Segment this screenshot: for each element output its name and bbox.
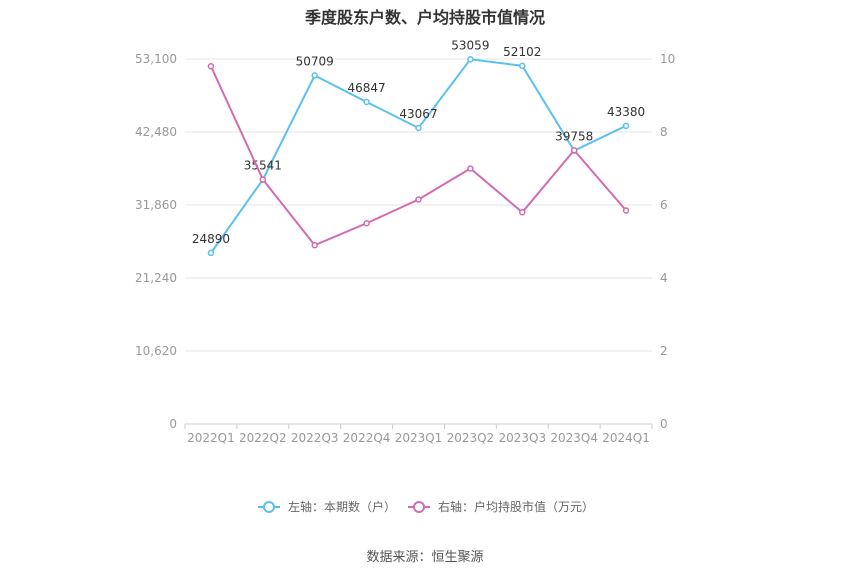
series-2-point <box>415 196 422 203</box>
series-2-point <box>519 209 526 216</box>
data-label: 35541 <box>244 159 282 173</box>
left-axis-tick-label: 0 <box>169 417 177 431</box>
legend-swatch-marker <box>413 501 425 513</box>
data-source: 数据来源：恒生聚源 <box>366 550 484 565</box>
series-line-2 <box>210 65 627 247</box>
series-1-point <box>467 56 474 63</box>
series-2-point <box>467 165 474 172</box>
x-axis-tick-label: 2022Q3 <box>291 431 339 445</box>
x-axis-tick-label: 2022Q4 <box>343 431 391 445</box>
series-2-point <box>207 63 215 70</box>
x-axis-tick-label: 2022Q1 <box>187 431 235 445</box>
data-label: 43380 <box>607 105 645 119</box>
data-label: 53059 <box>451 38 489 52</box>
x-axis-tick-label: 2023Q4 <box>550 431 598 445</box>
left-axis-tick-label: 10,620 <box>135 344 177 358</box>
series-2-point <box>570 147 578 154</box>
x-axis-tick-label: 2024Q1 <box>602 431 650 445</box>
legend-swatch-marker <box>263 501 275 513</box>
series-1-point <box>207 249 215 257</box>
x-axis-tick-label: 2023Q1 <box>395 431 443 445</box>
right-axis-tick-label: 8 <box>660 125 668 139</box>
x-axis-tick-label: 2022Q2 <box>239 431 287 445</box>
data-label: 24890 <box>192 232 230 246</box>
series-2-point <box>622 207 630 214</box>
left-axis-tick-label: 31,860 <box>135 198 177 212</box>
left-axis-tick-label: 42,480 <box>135 125 177 139</box>
data-label: 46847 <box>348 81 386 95</box>
data-label: 39758 <box>555 130 593 144</box>
series-2-point <box>363 220 370 227</box>
data-label: 43067 <box>399 107 437 121</box>
data-label: 50709 <box>296 54 334 68</box>
series-2-point <box>311 241 318 249</box>
series-1-point <box>622 122 630 130</box>
right-axis-tick-label: 2 <box>660 344 668 358</box>
left-axis-tick-label: 53,100 <box>135 52 177 66</box>
series-1-point <box>519 62 526 70</box>
right-axis-tick-label: 6 <box>660 198 668 212</box>
series-1-point <box>363 98 370 106</box>
chart-title: 季度股东户数、户均持股市值情况 <box>304 8 545 27</box>
left-axis-tick-label: 21,240 <box>135 271 177 285</box>
series-1-point <box>311 72 318 79</box>
right-axis-tick-label: 0 <box>660 417 668 431</box>
x-axis-tick-label: 2023Q3 <box>498 431 546 445</box>
right-axis-tick-label: 10 <box>660 52 675 66</box>
series-line-1 <box>210 58 627 254</box>
legend-label: 左轴：本期数（户） <box>288 499 396 514</box>
data-label: 52102 <box>503 45 541 59</box>
x-axis-tick-label: 2023Q2 <box>447 431 495 445</box>
right-axis-tick-label: 4 <box>660 271 668 285</box>
series-1-point <box>415 124 422 132</box>
series-2-point <box>259 176 267 183</box>
legend-label: 右轴：户均持股市值（万元） <box>438 499 594 514</box>
